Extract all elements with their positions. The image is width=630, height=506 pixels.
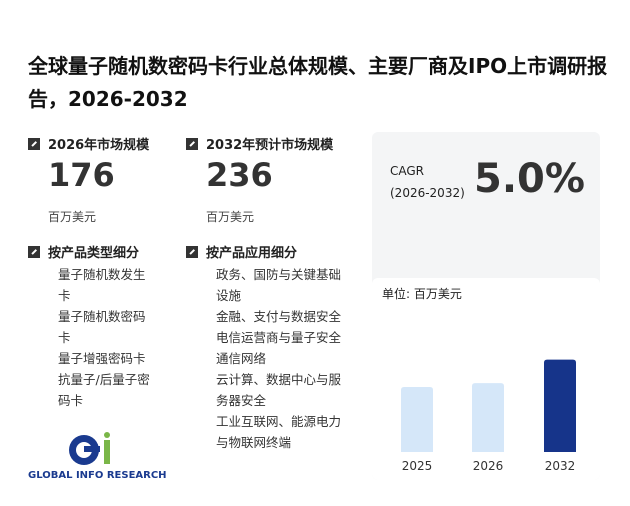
x-tick-label: 2032 — [545, 459, 576, 473]
stat-unit: 百万美元 — [48, 210, 97, 224]
chart: 2025 2026 2032 — [401, 359, 576, 473]
stat-value: 236 — [206, 156, 273, 194]
segment-title: 按产品应用细分 — [206, 246, 298, 261]
stat-value: 176 — [48, 156, 115, 194]
segment-item: 云计算、数据中心与服务器安全 — [216, 372, 342, 408]
segment-item: 量子随机数密码卡 — [58, 309, 146, 345]
title: 全球量子随机数密码卡行业总体规模、主要厂商及IPO上市调研报告，2026-203… — [28, 54, 608, 111]
x-tick-label: 2026 — [473, 459, 504, 473]
x-tick-label: 2025 — [402, 459, 433, 473]
segment-title: 按产品类型细分 — [48, 246, 140, 261]
stat-unit: 百万美元 — [206, 210, 255, 224]
segment-heading: 按产品类型细分 — [28, 242, 139, 261]
segment-item: 抗量子/后量子密码卡 — [58, 372, 150, 408]
segment-item: 电信运营商与量子安全通信网络 — [216, 330, 342, 366]
chart-unit: 单位: 百万美元 — [382, 287, 462, 301]
segment-item: 量子随机数发生卡 — [58, 267, 146, 303]
segment-list: 量子随机数发生卡 量子随机数密码卡量子增强密码卡抗量子/后量子密码卡 — [58, 264, 156, 411]
segment-item: 金融、支付与数据安全 — [216, 309, 342, 324]
cagr-label: CAGR (2026-2032) — [390, 160, 465, 204]
segment-item: 政务、国防与关键基础设施 — [216, 267, 342, 303]
segment-item: 量子增强密码卡 — [58, 351, 146, 366]
cagr-value: 5.0% — [474, 156, 585, 202]
bar — [472, 383, 504, 452]
cagr-period: (2026-2032) — [390, 186, 465, 200]
segment-item: 工业互联网、能源电力与物联网终端 — [216, 414, 342, 450]
segment-heading: 按产品应用细分 — [186, 242, 297, 261]
stat-heading: 2032年预计市场规模 — [186, 134, 333, 153]
logo-mark — [69, 432, 110, 465]
stat-label: 2026年市场规模 — [48, 138, 150, 153]
logo-text: GLOBAL INFO RESEARCH — [28, 470, 167, 481]
segment-list: 政务、国防与关键基础设施金融、支付与数据安全电信运营商与量子安全通信网络 云计算、… — [216, 264, 348, 453]
bar — [544, 359, 576, 452]
cagr-title: CAGR — [390, 164, 425, 178]
stat-label: 2032年预计市场规模 — [206, 138, 334, 153]
stat-heading: 2026年市场规模 — [28, 134, 149, 153]
bar — [401, 386, 433, 452]
